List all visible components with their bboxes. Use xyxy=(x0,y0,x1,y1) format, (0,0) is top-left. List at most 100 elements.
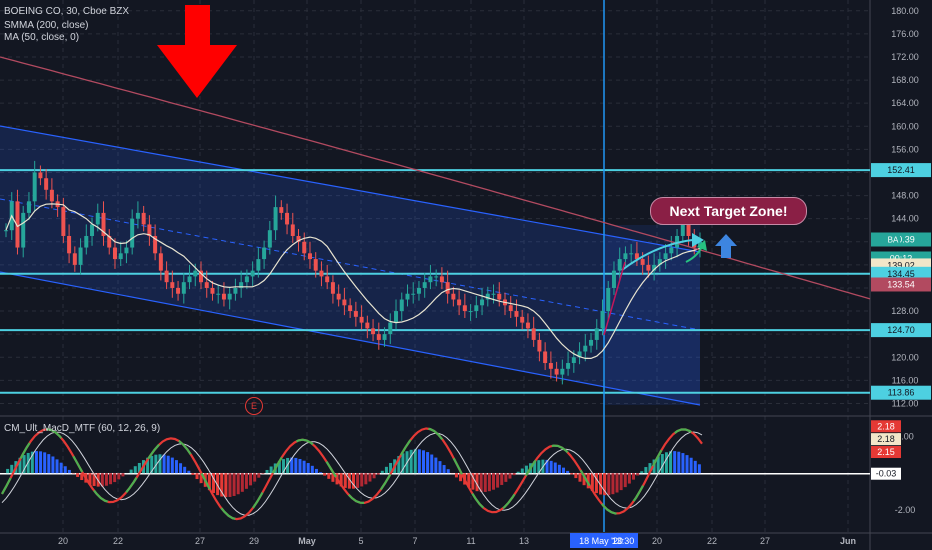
macd-histogram-bar xyxy=(228,473,232,497)
macd-histogram-bar xyxy=(216,473,220,496)
macd-histogram-bar xyxy=(121,473,125,477)
candle-body xyxy=(508,305,513,312)
candle-body xyxy=(382,334,387,340)
x-tick-label: 18 May '20 xyxy=(579,536,623,546)
candle-body xyxy=(491,293,496,295)
candle-body xyxy=(78,247,83,265)
macd-histogram-bar xyxy=(55,459,59,474)
macd-histogram-bar xyxy=(88,473,92,485)
candle-body xyxy=(634,253,639,260)
macd-histogram-bar xyxy=(146,457,150,474)
osc-y-tick-label: 2.00 xyxy=(896,431,914,441)
candle-body xyxy=(147,224,152,236)
macd-histogram-bar xyxy=(454,473,458,478)
candle-body xyxy=(216,293,221,295)
macd-line-rising xyxy=(1,427,703,521)
macd-histogram-bar xyxy=(689,457,693,474)
ma50-line xyxy=(5,203,701,359)
candle-body xyxy=(525,322,530,329)
macd-histogram-bar xyxy=(557,464,561,474)
macd-histogram-bar xyxy=(294,457,298,474)
macd-histogram-bar xyxy=(648,463,652,474)
candle-body xyxy=(428,276,433,283)
macd-histogram-bar xyxy=(640,471,644,474)
macd-histogram-bar xyxy=(562,467,565,474)
macd-histogram-bar xyxy=(22,455,26,474)
candle-body xyxy=(244,276,249,283)
macd-histogram-bar xyxy=(166,455,170,474)
macd-histogram-bar xyxy=(76,473,80,477)
macd-histogram-bar xyxy=(80,473,84,481)
macd-histogram-bar xyxy=(681,453,685,474)
candle-body xyxy=(583,345,588,352)
candle-body xyxy=(112,247,117,260)
macd-histogram-bar xyxy=(438,461,442,474)
symbol-tag-box xyxy=(886,232,900,247)
macd-histogram-bar xyxy=(30,451,34,474)
macd-histogram-bar xyxy=(319,472,323,474)
candle-body xyxy=(680,224,685,236)
candle-body xyxy=(434,276,439,278)
symbol-tag: BA xyxy=(888,236,899,245)
y-tick-label: 172.00 xyxy=(891,52,919,62)
candle-body xyxy=(646,264,651,271)
candle-body xyxy=(548,363,553,369)
level-tag-box xyxy=(871,385,931,400)
candle-body xyxy=(227,293,232,300)
zero-level-tag: -0.03 xyxy=(876,469,897,479)
candle-body xyxy=(221,293,226,300)
candle-body xyxy=(531,328,536,340)
macd-histogram-bar xyxy=(92,473,96,486)
macd-histogram-bar xyxy=(669,451,673,474)
y-tick-label: 120.00 xyxy=(891,352,919,362)
macd-histogram-bar xyxy=(109,473,113,485)
y-tick-label: 128.00 xyxy=(891,306,919,316)
macd-histogram-bar xyxy=(360,473,364,487)
candle-body xyxy=(686,224,691,236)
macd-histogram-bar xyxy=(302,460,306,474)
red-down-arrow-icon xyxy=(157,5,237,98)
macd-histogram-bar xyxy=(673,451,677,474)
macd-histogram-bar xyxy=(18,457,22,474)
macd-histogram-bar xyxy=(434,457,438,474)
legend-macd: CM_Ult_MacD_MTF (60, 12, 26, 9) xyxy=(4,423,161,434)
candle-body xyxy=(342,299,347,306)
candle-body xyxy=(485,293,490,300)
y-tick-label: 168.00 xyxy=(891,75,919,85)
candle-body xyxy=(543,351,548,364)
level-tag: 134.45 xyxy=(887,269,915,279)
candle-body xyxy=(296,235,301,242)
candle-body xyxy=(26,201,31,213)
macd-histogram-bar xyxy=(129,469,133,474)
y-tick-label: 148.00 xyxy=(891,191,919,201)
candle-body xyxy=(348,305,353,312)
cyan-arrow-head-icon xyxy=(692,233,704,247)
macd-histogram-bar xyxy=(331,473,335,482)
candle-body xyxy=(319,270,324,277)
macd-histogram-bar xyxy=(269,466,273,474)
candle-body xyxy=(325,276,330,283)
candle-body xyxy=(176,287,181,294)
macd-histogram-bar xyxy=(590,473,594,491)
macd-histogram-bar xyxy=(603,473,607,496)
x-tick-label: May xyxy=(298,536,316,546)
x-tick-label: 13 xyxy=(519,536,529,546)
macd-histogram-bar xyxy=(487,473,491,492)
candle-body xyxy=(199,270,204,283)
hist-value-tag-box xyxy=(871,446,901,459)
channel-upper xyxy=(0,125,701,253)
macd-histogram-bar xyxy=(619,473,623,491)
osc-y-tick-label: -2.00 xyxy=(895,505,916,515)
candle-body xyxy=(141,212,146,225)
candle-body xyxy=(611,270,616,288)
macd-histogram-bar xyxy=(570,473,574,475)
macd-histogram-bar xyxy=(537,460,541,474)
candle-body xyxy=(250,270,255,277)
candle-body xyxy=(336,293,341,300)
macd-histogram-bar xyxy=(508,473,512,479)
macd-histogram-bar xyxy=(417,449,421,474)
candle-body xyxy=(411,293,416,295)
legend-symbol: BOEING CO, 30, Cboe BZX xyxy=(4,6,130,17)
earnings-event-marker[interactable]: E xyxy=(245,397,263,415)
